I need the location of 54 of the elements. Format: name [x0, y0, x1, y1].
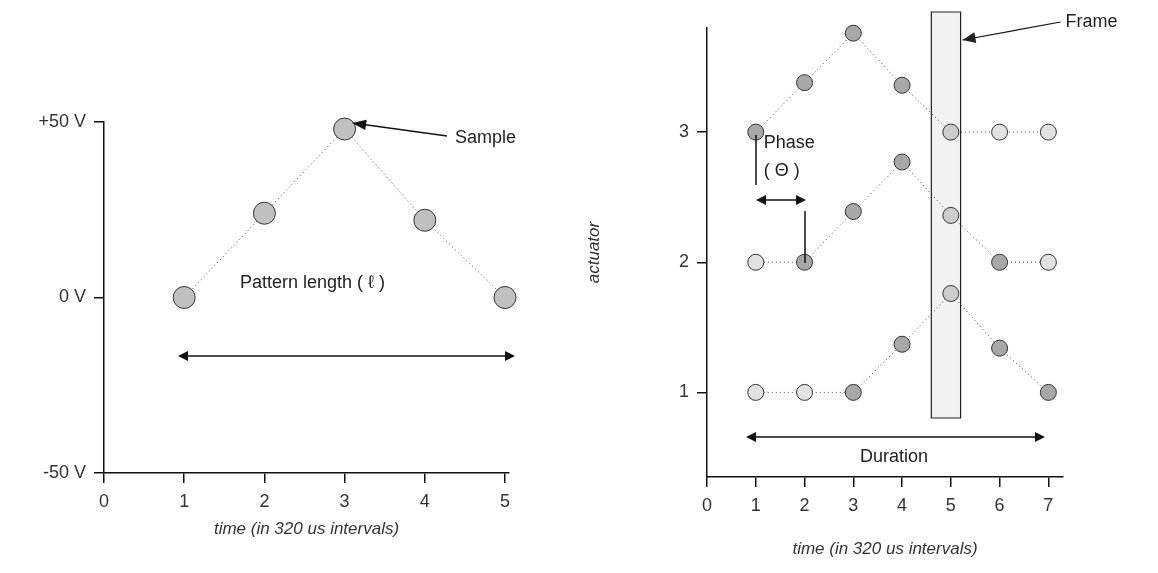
- point: [893, 153, 911, 171]
- y-tick-label: 1: [678, 381, 689, 402]
- x-tick-label: 6: [994, 494, 1005, 515]
- annotation: Duration: [860, 445, 929, 468]
- x-tick-label: 3: [339, 490, 350, 511]
- x-tick-label: 0: [701, 494, 713, 515]
- point: [796, 383, 814, 401]
- point: [942, 206, 960, 224]
- x-tick-label: 5: [945, 494, 956, 515]
- y-axis-title: actuator: [583, 220, 603, 284]
- point: [796, 253, 814, 271]
- point: [333, 117, 357, 141]
- point: [991, 253, 1009, 271]
- x-tick-label: 2: [259, 490, 270, 511]
- y-tick-label: 3: [678, 121, 689, 142]
- x-tick-label: 1: [179, 490, 190, 511]
- x-tick-label: 7: [1043, 494, 1054, 515]
- x-tick-label: 4: [897, 494, 908, 515]
- point: [747, 383, 765, 401]
- point: [1039, 123, 1057, 141]
- point: [747, 253, 765, 271]
- point: [493, 286, 517, 309]
- point: [991, 123, 1009, 141]
- x-tick-label: 5: [499, 490, 510, 511]
- x-tick-label: 2: [799, 494, 810, 515]
- point: [942, 285, 960, 302]
- point: [942, 123, 960, 141]
- point: [991, 339, 1009, 357]
- y-tick-label: +50 V: [38, 110, 86, 131]
- point: [844, 383, 862, 401]
- point: [893, 76, 911, 94]
- annotation: Pattern length ( ℓ ): [240, 271, 385, 294]
- point: [844, 24, 862, 42]
- x-tick-label: 4: [419, 490, 430, 511]
- x-axis-title: time (in 320 us intervals): [213, 518, 400, 538]
- point: [1039, 383, 1057, 401]
- point: [1039, 253, 1057, 271]
- y-tick-label: -50 V: [42, 461, 86, 482]
- y-tick-label: 0 V: [58, 286, 86, 307]
- x-tick-label: 3: [848, 494, 859, 515]
- annotation: Phase ( Θ ): [763, 131, 816, 183]
- point: [796, 74, 814, 92]
- point: [844, 203, 862, 220]
- x-tick-label: 1: [750, 494, 761, 515]
- point: [172, 286, 196, 309]
- annotation: Sample: [455, 126, 517, 149]
- point: [893, 335, 911, 353]
- x-tick-label: 0: [98, 490, 110, 511]
- point: [252, 201, 276, 225]
- point: [413, 208, 437, 232]
- x-axis-title: time (in 320 us intervals): [792, 538, 978, 558]
- band-label: Frame: [1065, 10, 1118, 31]
- point: [747, 123, 765, 141]
- y-tick-label: 2: [678, 251, 689, 272]
